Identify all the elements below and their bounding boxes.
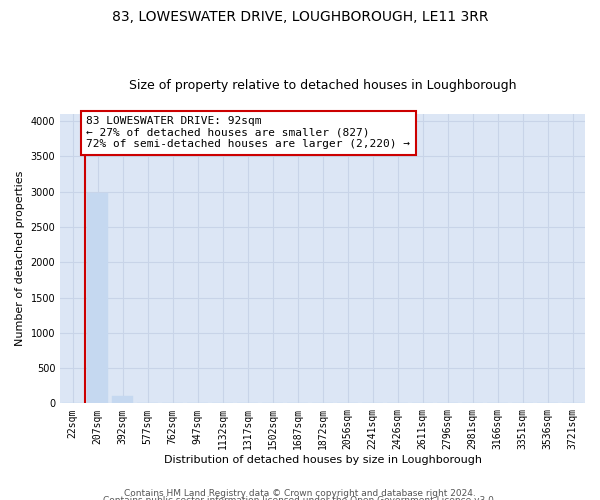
X-axis label: Distribution of detached houses by size in Loughborough: Distribution of detached houses by size … xyxy=(164,455,482,465)
Text: 83, LOWESWATER DRIVE, LOUGHBOROUGH, LE11 3RR: 83, LOWESWATER DRIVE, LOUGHBOROUGH, LE11… xyxy=(112,10,488,24)
Text: Contains HM Land Registry data © Crown copyright and database right 2024.: Contains HM Land Registry data © Crown c… xyxy=(124,488,476,498)
Title: Size of property relative to detached houses in Loughborough: Size of property relative to detached ho… xyxy=(129,79,517,92)
Text: Contains public sector information licensed under the Open Government Licence v3: Contains public sector information licen… xyxy=(103,496,497,500)
Bar xyxy=(87,193,108,404)
Text: 83 LOWESWATER DRIVE: 92sqm
← 27% of detached houses are smaller (827)
72% of sem: 83 LOWESWATER DRIVE: 92sqm ← 27% of deta… xyxy=(86,116,410,150)
Bar xyxy=(112,396,133,404)
Y-axis label: Number of detached properties: Number of detached properties xyxy=(15,171,25,346)
